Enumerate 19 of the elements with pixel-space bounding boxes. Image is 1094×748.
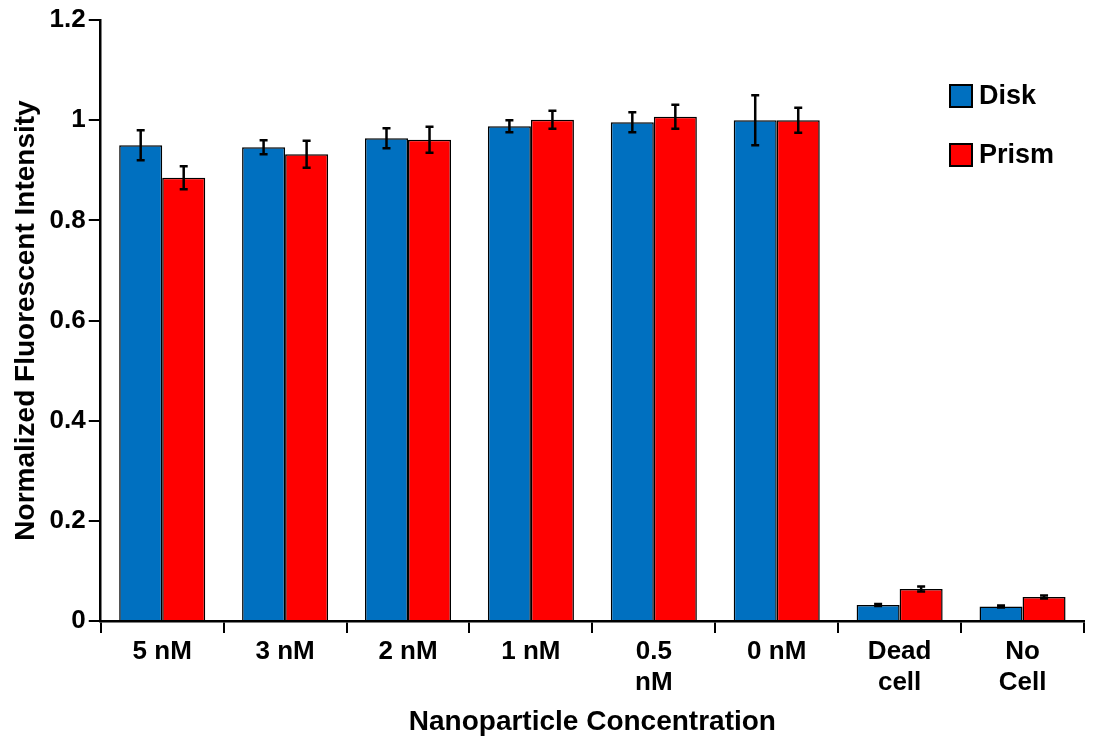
legend-label: Disk — [978, 80, 1036, 111]
y-tick-label: 1 — [71, 103, 86, 134]
y-tick-label: 0.6 — [49, 303, 86, 334]
y-tick-label: 0.8 — [49, 203, 86, 234]
x-tick-label: 0 nM — [747, 634, 807, 665]
x-tick-label: 0.5 nM — [635, 634, 673, 696]
x-tick-label: 2 nM — [378, 634, 438, 665]
y-tick-label: 0.4 — [49, 403, 87, 434]
y-tick-label: 1.2 — [49, 3, 86, 34]
y-tick-label: 0 — [71, 604, 86, 635]
x-tick-label: 3 nM — [255, 634, 315, 665]
y-axis-title: Normalized Fluorescent Intensity — [8, 99, 40, 541]
legend-label: Prism — [978, 139, 1054, 170]
x-tick-label: 1 nM — [501, 634, 561, 665]
x-tick-label: 5 nM — [132, 634, 192, 665]
y-tick-label: 0.2 — [49, 504, 86, 535]
x-tick-label: Dead cell — [867, 634, 932, 696]
x-tick-label: No Cell — [998, 634, 1047, 696]
x-axis-title: Nanoparticle Concentration — [408, 704, 776, 736]
